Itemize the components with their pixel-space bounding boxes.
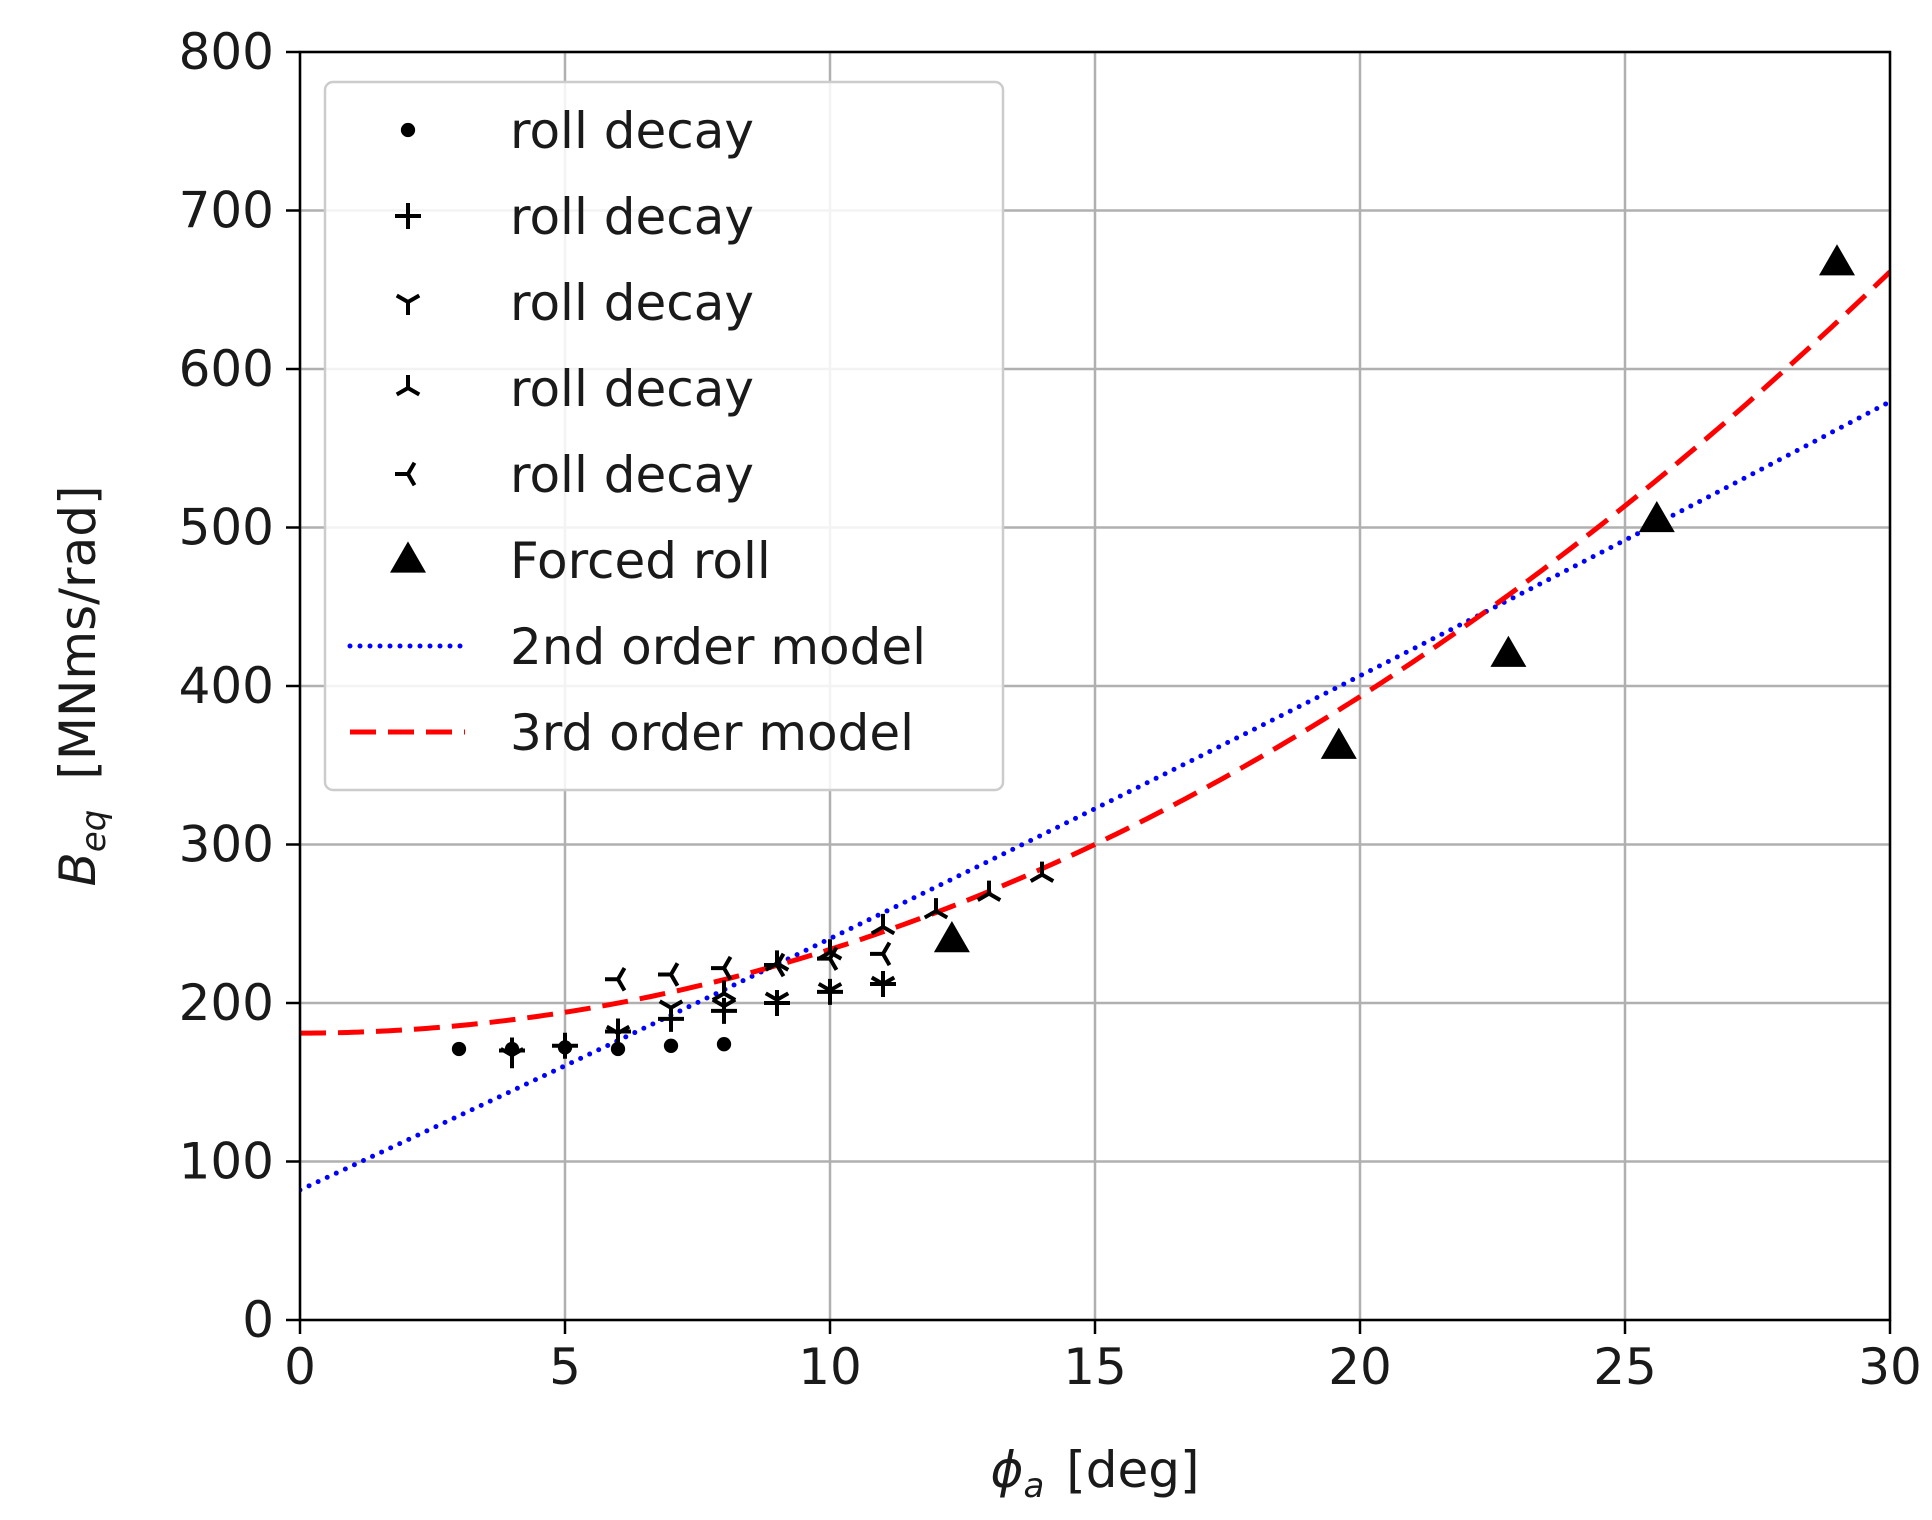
- legend-marker: [395, 375, 421, 397]
- x-axis-symbol: ϕ: [990, 1441, 1023, 1499]
- data-point: [764, 952, 786, 978]
- series-tri_left: [605, 941, 892, 992]
- legend-item: Forced roll: [390, 532, 771, 590]
- data-point: [451, 1041, 467, 1057]
- legend-label: Forced roll: [510, 532, 771, 590]
- legend-label: 2nd order model: [510, 618, 926, 676]
- legend-item: 3rd order model: [350, 704, 914, 762]
- data-markers: [451, 244, 1855, 1069]
- x-tick-label: 25: [1593, 1338, 1657, 1396]
- x-tick-label: 15: [1063, 1338, 1127, 1396]
- legend-item: roll decay: [395, 188, 754, 246]
- data-point: [499, 1047, 525, 1069]
- series-tri_up: [711, 861, 1055, 1002]
- legend-item: roll decay: [395, 360, 754, 418]
- data-point: [605, 1024, 631, 1047]
- legend-label: 3rd order model: [510, 704, 914, 762]
- y-axis-unit: [MNms/rad]: [49, 486, 107, 780]
- data-point: [817, 982, 843, 1004]
- x-axis-subscript: a: [1023, 1466, 1044, 1506]
- y-tick-label: 300: [179, 816, 274, 874]
- legend-marker: [400, 122, 416, 138]
- legend-label: roll decay: [510, 446, 754, 504]
- data-point: [658, 999, 684, 1021]
- y-tick-label: 400: [179, 657, 274, 715]
- data-point: [605, 966, 627, 992]
- x-tick-label: 20: [1328, 1338, 1392, 1396]
- legend-item: roll decay: [395, 274, 754, 332]
- y-tick-label: 700: [179, 182, 274, 240]
- y-tick-label: 0: [242, 1291, 274, 1349]
- y-tick-label: 800: [179, 23, 274, 81]
- legend-marker: [395, 461, 417, 487]
- data-point: [658, 962, 680, 987]
- x-tick-label: 0: [284, 1338, 316, 1396]
- data-point: [1320, 727, 1357, 759]
- data-point: [610, 1041, 626, 1057]
- legend-marker: [390, 541, 426, 573]
- series-triangle: [933, 244, 1855, 953]
- data-point: [870, 975, 896, 997]
- data-point: [711, 980, 737, 1002]
- legend-label: roll decay: [510, 102, 754, 160]
- y-tick-label: 500: [179, 499, 274, 557]
- x-tick-label: 10: [798, 1338, 862, 1396]
- data-point: [764, 991, 790, 1013]
- x-tick-label: 30: [1858, 1338, 1922, 1396]
- legend-item: roll decay: [400, 102, 754, 160]
- y-tick-label: 600: [179, 340, 274, 398]
- data-point: [933, 921, 970, 953]
- y-axis-subscript: eq: [74, 810, 114, 853]
- y-tick-label: 100: [179, 1133, 274, 1191]
- legend-label: roll decay: [510, 360, 754, 418]
- model-lines: [300, 269, 1890, 1193]
- data-point: [711, 955, 733, 981]
- data-point: [817, 946, 839, 971]
- legend-label: roll decay: [510, 188, 754, 246]
- data-point: [663, 1038, 679, 1053]
- x-axis-label: ϕa [deg]: [990, 1441, 1199, 1506]
- data-point: [976, 880, 1002, 902]
- data-point: [552, 1032, 578, 1059]
- x-axis-unit: [deg]: [1066, 1441, 1199, 1499]
- x-tick-label: 5: [549, 1338, 581, 1396]
- y-axis-symbol: B: [49, 852, 107, 886]
- data-point: [870, 913, 896, 936]
- y-tick-label: 200: [179, 974, 274, 1032]
- data-point: [1490, 635, 1527, 667]
- data-point: [870, 941, 892, 967]
- data-point: [1819, 244, 1855, 276]
- legend-box: [323, 80, 1005, 792]
- legend-item: roll decay: [395, 446, 754, 504]
- data-point: [1029, 861, 1055, 883]
- data-point: [923, 898, 949, 920]
- legend-marker: [395, 203, 421, 229]
- model-line: [300, 399, 1890, 1193]
- data-point: [716, 1037, 732, 1052]
- data-point: [1638, 500, 1675, 533]
- legend-item: 2nd order model: [347, 618, 926, 676]
- legend-label: roll decay: [510, 274, 754, 332]
- legend: roll decay roll decay roll decay roll decay…: [323, 80, 1005, 792]
- y-axis-label: Beq [MNms/rad]: [49, 486, 114, 887]
- legend-marker: [395, 293, 421, 315]
- model-line: [300, 269, 1890, 1036]
- series-tri_down: [499, 975, 896, 1069]
